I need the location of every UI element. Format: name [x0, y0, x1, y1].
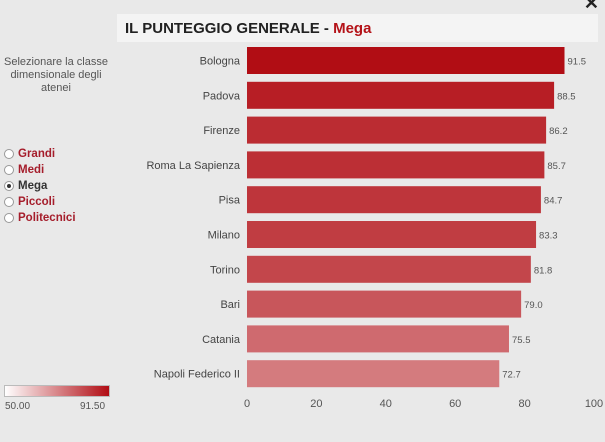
radio-option-politecnici[interactable]: Politecnici: [4, 210, 76, 226]
value-label: 85.7: [547, 161, 566, 172]
chart-title: IL PUNTEGGIO GENERALE - Mega: [117, 14, 598, 42]
bar: [247, 255, 531, 283]
value-label: 88.5: [557, 91, 576, 102]
value-label: 83.3: [539, 231, 558, 242]
value-label: 81.8: [534, 265, 553, 276]
category-label: Bologna: [200, 56, 241, 68]
radio-button[interactable]: [4, 149, 14, 159]
category-label: Roma La Sapienza: [146, 160, 240, 172]
legend-min-label: 50.00: [5, 401, 31, 412]
bar: [247, 186, 541, 214]
radio-label: Politecnici: [18, 212, 76, 224]
radio-label: Mega: [18, 180, 48, 192]
bar: [247, 325, 509, 353]
x-tick-label: 80: [518, 398, 530, 410]
category-label: Bari: [220, 299, 240, 311]
value-label: 91.5: [568, 57, 587, 68]
value-label: 75.5: [512, 335, 531, 346]
legend-max-label: 91.50: [80, 401, 106, 412]
value-label: 79.0: [524, 300, 543, 311]
radio-option-medi[interactable]: Medi: [4, 162, 76, 178]
x-tick-label: 20: [310, 398, 322, 410]
value-label: 72.7: [502, 370, 521, 381]
x-tick-label: 60: [449, 398, 461, 410]
radio-button[interactable]: [4, 213, 14, 223]
value-label: 86.2: [549, 126, 568, 137]
radio-option-mega[interactable]: Mega: [4, 178, 76, 194]
chart-title-main: IL PUNTEGGIO GENERALE -: [125, 19, 334, 37]
category-label: Firenze: [203, 125, 240, 137]
class-radio-group: Grandi Medi Mega Piccoli Politecnici: [4, 146, 76, 226]
radio-button[interactable]: [4, 165, 14, 175]
class-selector-prompt: Selezionare la classe dimensionale degli…: [4, 56, 108, 94]
bar: [247, 47, 565, 74]
radio-label: Medi: [18, 164, 45, 176]
bar: [247, 151, 545, 179]
radio-button[interactable]: [4, 197, 14, 207]
bar: [247, 360, 500, 388]
bar: [247, 221, 537, 248]
x-tick-label: 40: [380, 398, 392, 410]
bar: [247, 81, 555, 109]
x-tick-label: 100: [585, 398, 603, 410]
radio-option-grandi[interactable]: Grandi: [4, 146, 76, 162]
category-label: Padova: [203, 90, 241, 102]
category-label: Milano: [208, 230, 240, 242]
bar: [247, 116, 547, 144]
chart-title-class: Mega: [333, 19, 372, 37]
close-icon[interactable]: ✕: [583, 0, 599, 13]
radio-label: Piccoli: [18, 196, 56, 208]
value-label: 84.7: [544, 196, 563, 207]
category-label: Catania: [202, 334, 241, 346]
color-scale-legend: [4, 385, 110, 397]
category-label: Pisa: [219, 195, 241, 207]
category-label: Napoli Federico II: [154, 369, 240, 381]
radio-button[interactable]: [4, 181, 14, 191]
bar: [247, 290, 522, 318]
radio-label: Grandi: [18, 148, 56, 160]
radio-option-piccoli[interactable]: Piccoli: [4, 194, 76, 210]
category-label: Torino: [210, 264, 240, 276]
x-tick-label: 0: [244, 398, 250, 410]
